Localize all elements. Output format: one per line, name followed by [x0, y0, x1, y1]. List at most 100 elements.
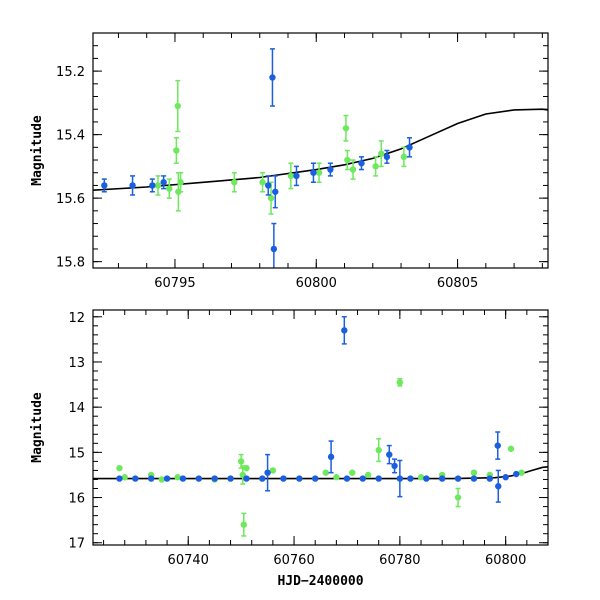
- data-point: [154, 182, 162, 189]
- x-tick-label: 60760: [273, 553, 314, 568]
- data-point: [438, 475, 446, 482]
- data-point: [400, 153, 408, 161]
- plot-area: [93, 48, 548, 268]
- y-tick-label: 15: [68, 446, 85, 461]
- y-tick-label: 13: [68, 356, 85, 371]
- data-point: [195, 475, 203, 482]
- model-curve: [93, 108, 548, 191]
- data-point: [383, 153, 391, 161]
- data-point: [270, 245, 278, 253]
- data-point: [407, 475, 414, 482]
- data-point: [364, 471, 372, 479]
- data-point: [265, 182, 272, 189]
- x-tick-label: 60800: [485, 553, 526, 568]
- y-tick-label: 17: [68, 537, 85, 552]
- data-point: [310, 169, 317, 176]
- data-point: [343, 475, 351, 482]
- data-point: [293, 172, 300, 180]
- axes-frame: [92, 309, 549, 546]
- data-point: [173, 147, 180, 154]
- data-point: [160, 179, 167, 186]
- data-point: [507, 445, 515, 452]
- data-point: [386, 451, 393, 458]
- y-tick-label: 14: [68, 401, 85, 416]
- x-tick-label: 60795: [154, 276, 195, 291]
- series-1: [101, 48, 413, 268]
- data-point: [486, 475, 494, 482]
- data-point: [375, 475, 382, 482]
- data-point: [341, 327, 348, 334]
- axes-frame: [92, 32, 549, 269]
- y-tick-label: 15.2: [56, 65, 85, 80]
- data-point: [243, 464, 250, 472]
- data-point: [240, 521, 247, 528]
- data-point: [322, 469, 329, 476]
- data-point: [101, 182, 108, 189]
- data-point: [174, 102, 181, 110]
- data-point: [231, 179, 238, 186]
- data-point: [349, 469, 356, 476]
- data-point: [333, 474, 340, 481]
- data-point: [495, 483, 502, 490]
- data-point: [372, 163, 379, 170]
- data-point: [116, 464, 123, 472]
- data-point: [378, 150, 385, 157]
- data-point: [259, 179, 266, 186]
- x-tick-label: 60780: [379, 553, 420, 568]
- data-point: [296, 475, 303, 482]
- data-point: [396, 379, 404, 386]
- data-point: [494, 442, 501, 449]
- bottom-panel: 60740 60760 60780 60800 12 13 14 15 16 17 Magnitud…: [30, 309, 549, 589]
- data-point: [132, 475, 139, 482]
- data-point: [470, 475, 478, 482]
- data-point: [396, 475, 404, 482]
- data-point: [149, 182, 156, 189]
- data-point: [406, 144, 413, 151]
- data-point: [227, 475, 234, 482]
- data-point: [163, 475, 171, 482]
- data-point: [342, 125, 350, 132]
- x-axis-label: HJD−2400000: [277, 574, 363, 589]
- data-point: [312, 475, 319, 482]
- data-point: [375, 446, 382, 454]
- series-1: [116, 316, 520, 503]
- data-point: [264, 469, 271, 476]
- data-point: [502, 474, 509, 481]
- y-tick-label: 15.8: [56, 256, 85, 271]
- x-tick-label: 60800: [296, 276, 337, 291]
- data-point: [177, 179, 184, 186]
- data-point: [166, 185, 173, 192]
- data-point: [513, 470, 520, 478]
- data-point: [470, 469, 478, 476]
- data-point: [287, 172, 295, 180]
- data-point: [417, 474, 425, 481]
- data-point: [121, 474, 128, 481]
- y-axis-label: Magnitude: [30, 115, 45, 186]
- data-point: [280, 475, 287, 482]
- data-point: [147, 475, 155, 482]
- data-point: [344, 156, 351, 164]
- data-point: [272, 188, 279, 195]
- series-0: [116, 377, 525, 537]
- series-0: [154, 79, 408, 215]
- data-point: [327, 166, 334, 173]
- data-point: [129, 182, 136, 189]
- data-point: [359, 475, 367, 482]
- y-tick-label: 15.6: [56, 192, 85, 207]
- data-point: [454, 494, 462, 501]
- top-panel: 60795 60800 60805 15.2 15.4 15.6 15.8 Magnitude: [30, 32, 549, 291]
- data-point: [174, 474, 181, 481]
- data-point: [315, 169, 323, 176]
- y-tick-label: 15.4: [56, 129, 85, 144]
- y-axis-label: Magnitude: [30, 392, 45, 463]
- x-tick-label: 60805: [437, 276, 478, 291]
- data-point: [116, 475, 123, 482]
- data-point: [237, 458, 245, 465]
- data-point: [158, 476, 165, 483]
- data-point: [518, 469, 525, 476]
- y-tick-label: 16: [68, 492, 85, 507]
- data-point: [211, 475, 218, 482]
- data-point: [269, 467, 277, 474]
- data-point: [179, 475, 187, 482]
